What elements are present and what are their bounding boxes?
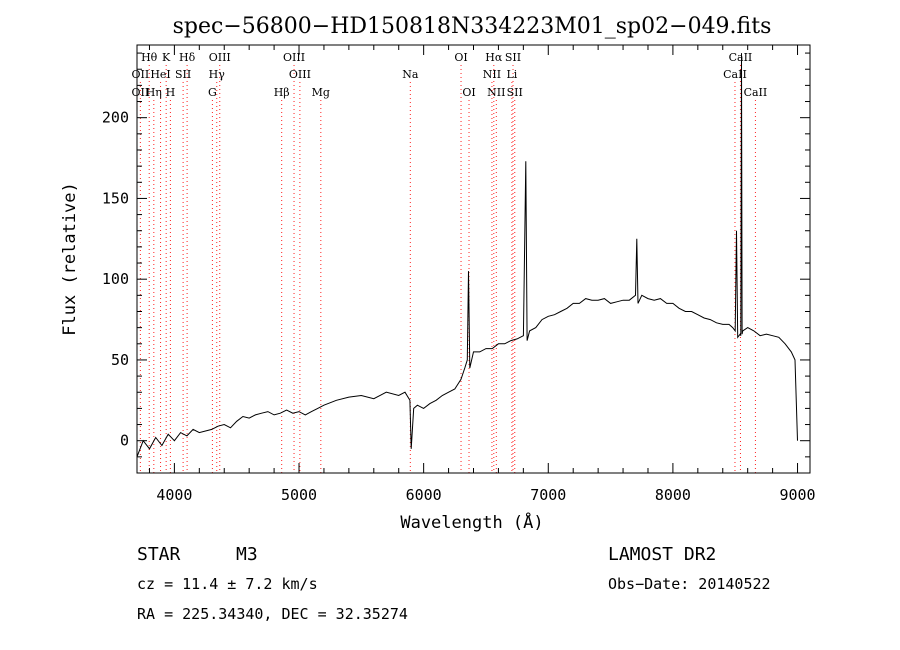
emission-line-label: Na [402, 68, 419, 81]
emission-line-label: H [166, 86, 176, 99]
survey-name: LAMOST DR2 [608, 544, 716, 565]
emission-line-label: CaII [729, 51, 753, 64]
emission-line-label: Mg [312, 86, 330, 99]
y-tick-label: 50 [111, 351, 129, 369]
emission-line-label: NII [487, 86, 505, 99]
emission-line-label: G [208, 86, 217, 99]
object-subclass: M3 [236, 544, 258, 565]
emission-line-label: CaII [744, 86, 768, 99]
x-axis-ticks: 4000 5000 6000 7000 8000 9000 [148, 45, 816, 504]
emission-line-label: OIII [209, 51, 231, 64]
ra-dec: RA = 225.34340, DEC = 32.35274 [137, 605, 408, 623]
x-tick-label: 8000 [655, 486, 691, 504]
x-tick-label: 9000 [779, 486, 815, 504]
observation-date: Obs−Date: 20140522 [608, 575, 771, 593]
emission-line-label: Hβ [274, 86, 290, 99]
x-tick-label: 5000 [281, 486, 317, 504]
emission-line-label: OI [454, 51, 467, 64]
emission-line-label: Hθ [141, 51, 158, 64]
y-axis-ticks: 0 50 100 150 200 [102, 52, 810, 458]
emission-line-label: CaII [723, 68, 747, 81]
emission-line-label: HeI [150, 68, 170, 81]
x-axis-label: Wavelength (Å) [400, 511, 543, 533]
emission-line-label: Hη [146, 86, 162, 99]
emission-line-label: Hα [485, 51, 503, 64]
emission-line-label: OI [462, 86, 475, 99]
emission-line-label: SII [505, 51, 521, 64]
emission-line-label: Hγ [209, 68, 226, 81]
emission-line-label: OII [132, 86, 150, 99]
emission-line-label: OIII [289, 68, 311, 81]
emission-line-label: OII [132, 68, 150, 81]
y-tick-label: 100 [102, 270, 129, 288]
emission-line-label: K [162, 51, 171, 64]
plot-frame [136, 44, 811, 474]
emission-line-label: SII [175, 68, 191, 81]
emission-line-markers [139, 65, 756, 473]
y-tick-label: 0 [120, 432, 129, 450]
redshift-cz: cz = 11.4 ± 7.2 km/s [137, 575, 318, 593]
y-axis-label: Flux (relative) [60, 182, 80, 336]
spectrum-line [136, 53, 798, 457]
emission-line-label: NII [483, 68, 501, 81]
y-tick-label: 200 [102, 109, 129, 127]
x-tick-label: 7000 [530, 486, 566, 504]
emission-line-label: Li [506, 68, 517, 81]
emission-line-label: OIII [283, 51, 305, 64]
emission-line-label: SII [507, 86, 523, 99]
chart-title: spec−56800−HD150818N334223M01_sp02−049.f… [173, 14, 772, 39]
y-tick-label: 150 [102, 189, 129, 207]
emission-line-label: Hδ [179, 51, 196, 64]
x-tick-label: 4000 [156, 486, 192, 504]
object-type: STAR [137, 544, 181, 565]
x-tick-label: 6000 [406, 486, 442, 504]
